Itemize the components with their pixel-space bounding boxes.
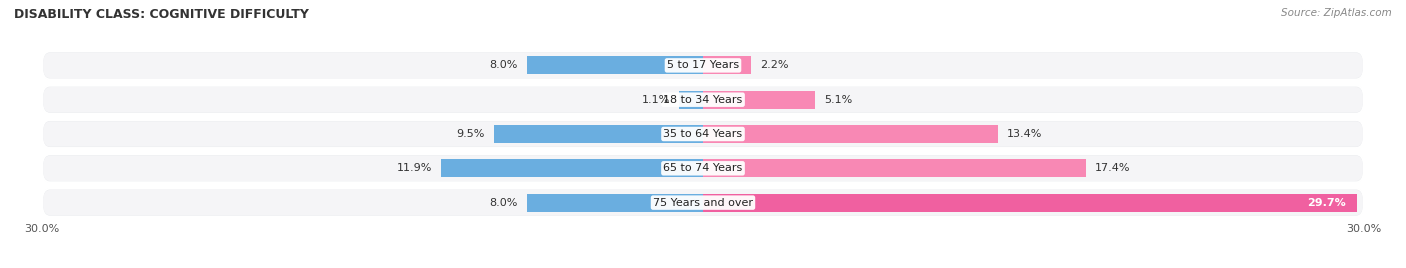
Text: 8.0%: 8.0% xyxy=(489,60,517,70)
FancyBboxPatch shape xyxy=(44,190,1362,215)
Bar xyxy=(494,125,703,143)
FancyBboxPatch shape xyxy=(44,121,1362,147)
FancyBboxPatch shape xyxy=(44,53,1362,78)
Text: Source: ZipAtlas.com: Source: ZipAtlas.com xyxy=(1281,8,1392,18)
Text: 8.0%: 8.0% xyxy=(489,198,517,208)
FancyBboxPatch shape xyxy=(44,156,1362,181)
FancyBboxPatch shape xyxy=(42,51,1364,79)
Text: 65 to 74 Years: 65 to 74 Years xyxy=(664,163,742,173)
Text: 29.7%: 29.7% xyxy=(1308,198,1346,208)
Bar xyxy=(703,194,1357,211)
FancyBboxPatch shape xyxy=(42,86,1364,114)
Bar xyxy=(703,159,1087,177)
Text: 75 Years and over: 75 Years and over xyxy=(652,198,754,208)
Text: 18 to 34 Years: 18 to 34 Years xyxy=(664,95,742,105)
Text: 13.4%: 13.4% xyxy=(1007,129,1042,139)
Bar xyxy=(441,159,703,177)
Bar xyxy=(679,91,703,109)
Bar xyxy=(527,194,703,211)
Text: 9.5%: 9.5% xyxy=(457,129,485,139)
FancyBboxPatch shape xyxy=(44,87,1362,112)
Text: 5 to 17 Years: 5 to 17 Years xyxy=(666,60,740,70)
Bar xyxy=(703,125,998,143)
FancyBboxPatch shape xyxy=(42,189,1364,217)
Bar xyxy=(527,57,703,74)
Text: 17.4%: 17.4% xyxy=(1095,163,1130,173)
Text: 5.1%: 5.1% xyxy=(824,95,852,105)
Bar xyxy=(703,57,751,74)
FancyBboxPatch shape xyxy=(42,120,1364,148)
Bar xyxy=(703,91,815,109)
Text: DISABILITY CLASS: COGNITIVE DIFFICULTY: DISABILITY CLASS: COGNITIVE DIFFICULTY xyxy=(14,8,309,21)
Text: 35 to 64 Years: 35 to 64 Years xyxy=(664,129,742,139)
FancyBboxPatch shape xyxy=(42,154,1364,182)
Text: 11.9%: 11.9% xyxy=(396,163,432,173)
Text: 2.2%: 2.2% xyxy=(761,60,789,70)
Text: 1.1%: 1.1% xyxy=(641,95,669,105)
